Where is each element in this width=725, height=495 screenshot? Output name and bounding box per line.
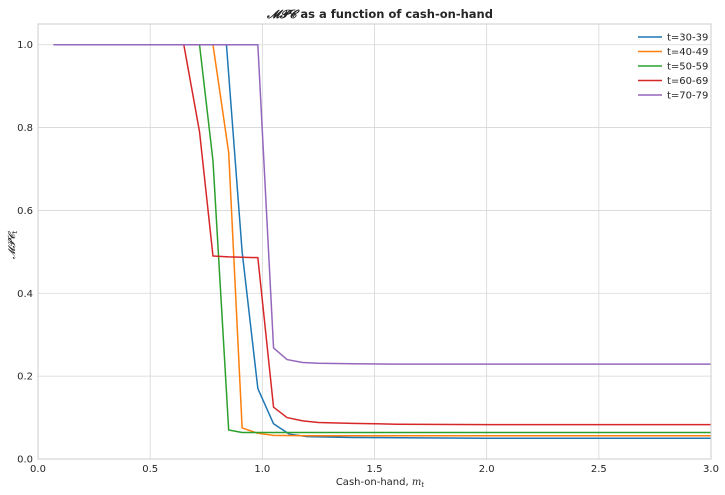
y-tick-labels: 0.0 0.2 0.4 0.6 0.8 1.0 <box>17 40 33 465</box>
series-line-2 <box>53 43 711 437</box>
x-tick-labels: 0.0 0.5 1.0 1.5 2.0 2.5 3.0 <box>30 464 719 475</box>
x-tick-label: 1.0 <box>254 464 270 475</box>
x-tick-label: 2.5 <box>591 464 607 475</box>
chart-title: 𝓜𝓟𝓒 as a function of cash-on-hand <box>266 7 493 21</box>
legend-label-5: t=70-79 <box>667 91 708 102</box>
x-axis-label: Cash-on-hand, mt <box>336 477 425 489</box>
legend-label-2: t=40-49 <box>667 47 708 58</box>
x-tick-label: 1.5 <box>367 464 383 475</box>
y-tick-label: 0.4 <box>17 289 33 300</box>
series-line-5 <box>53 43 711 365</box>
y-tick-label: 1.0 <box>17 40 33 51</box>
legend-label-3: t=50-59 <box>667 62 708 73</box>
plot-area <box>37 23 712 460</box>
series-lines <box>53 43 711 440</box>
legend-label-4: t=60-69 <box>667 76 708 87</box>
x-tick-label: 3.0 <box>703 464 719 475</box>
y-tick-label: 0.8 <box>17 123 33 134</box>
x-tick-label: 2.0 <box>479 464 495 475</box>
series-line-4 <box>53 43 711 426</box>
legend-label-1: t=30-39 <box>667 33 708 44</box>
series-line-3 <box>53 43 711 434</box>
x-tick-label: 0.5 <box>142 464 158 475</box>
legend: t=30-39 t=40-49 t=50-59 t=60-69 t=70-79 <box>638 33 708 102</box>
y-tick-label: 0.6 <box>17 206 33 217</box>
y-axis-label: 𝓜𝓟𝓒t <box>7 231 19 260</box>
plot-frame <box>37 23 712 460</box>
y-tick-label: 0.2 <box>17 372 33 383</box>
x-tick-label: 0.0 <box>30 464 46 475</box>
y-tick-label: 0.0 <box>17 455 33 466</box>
